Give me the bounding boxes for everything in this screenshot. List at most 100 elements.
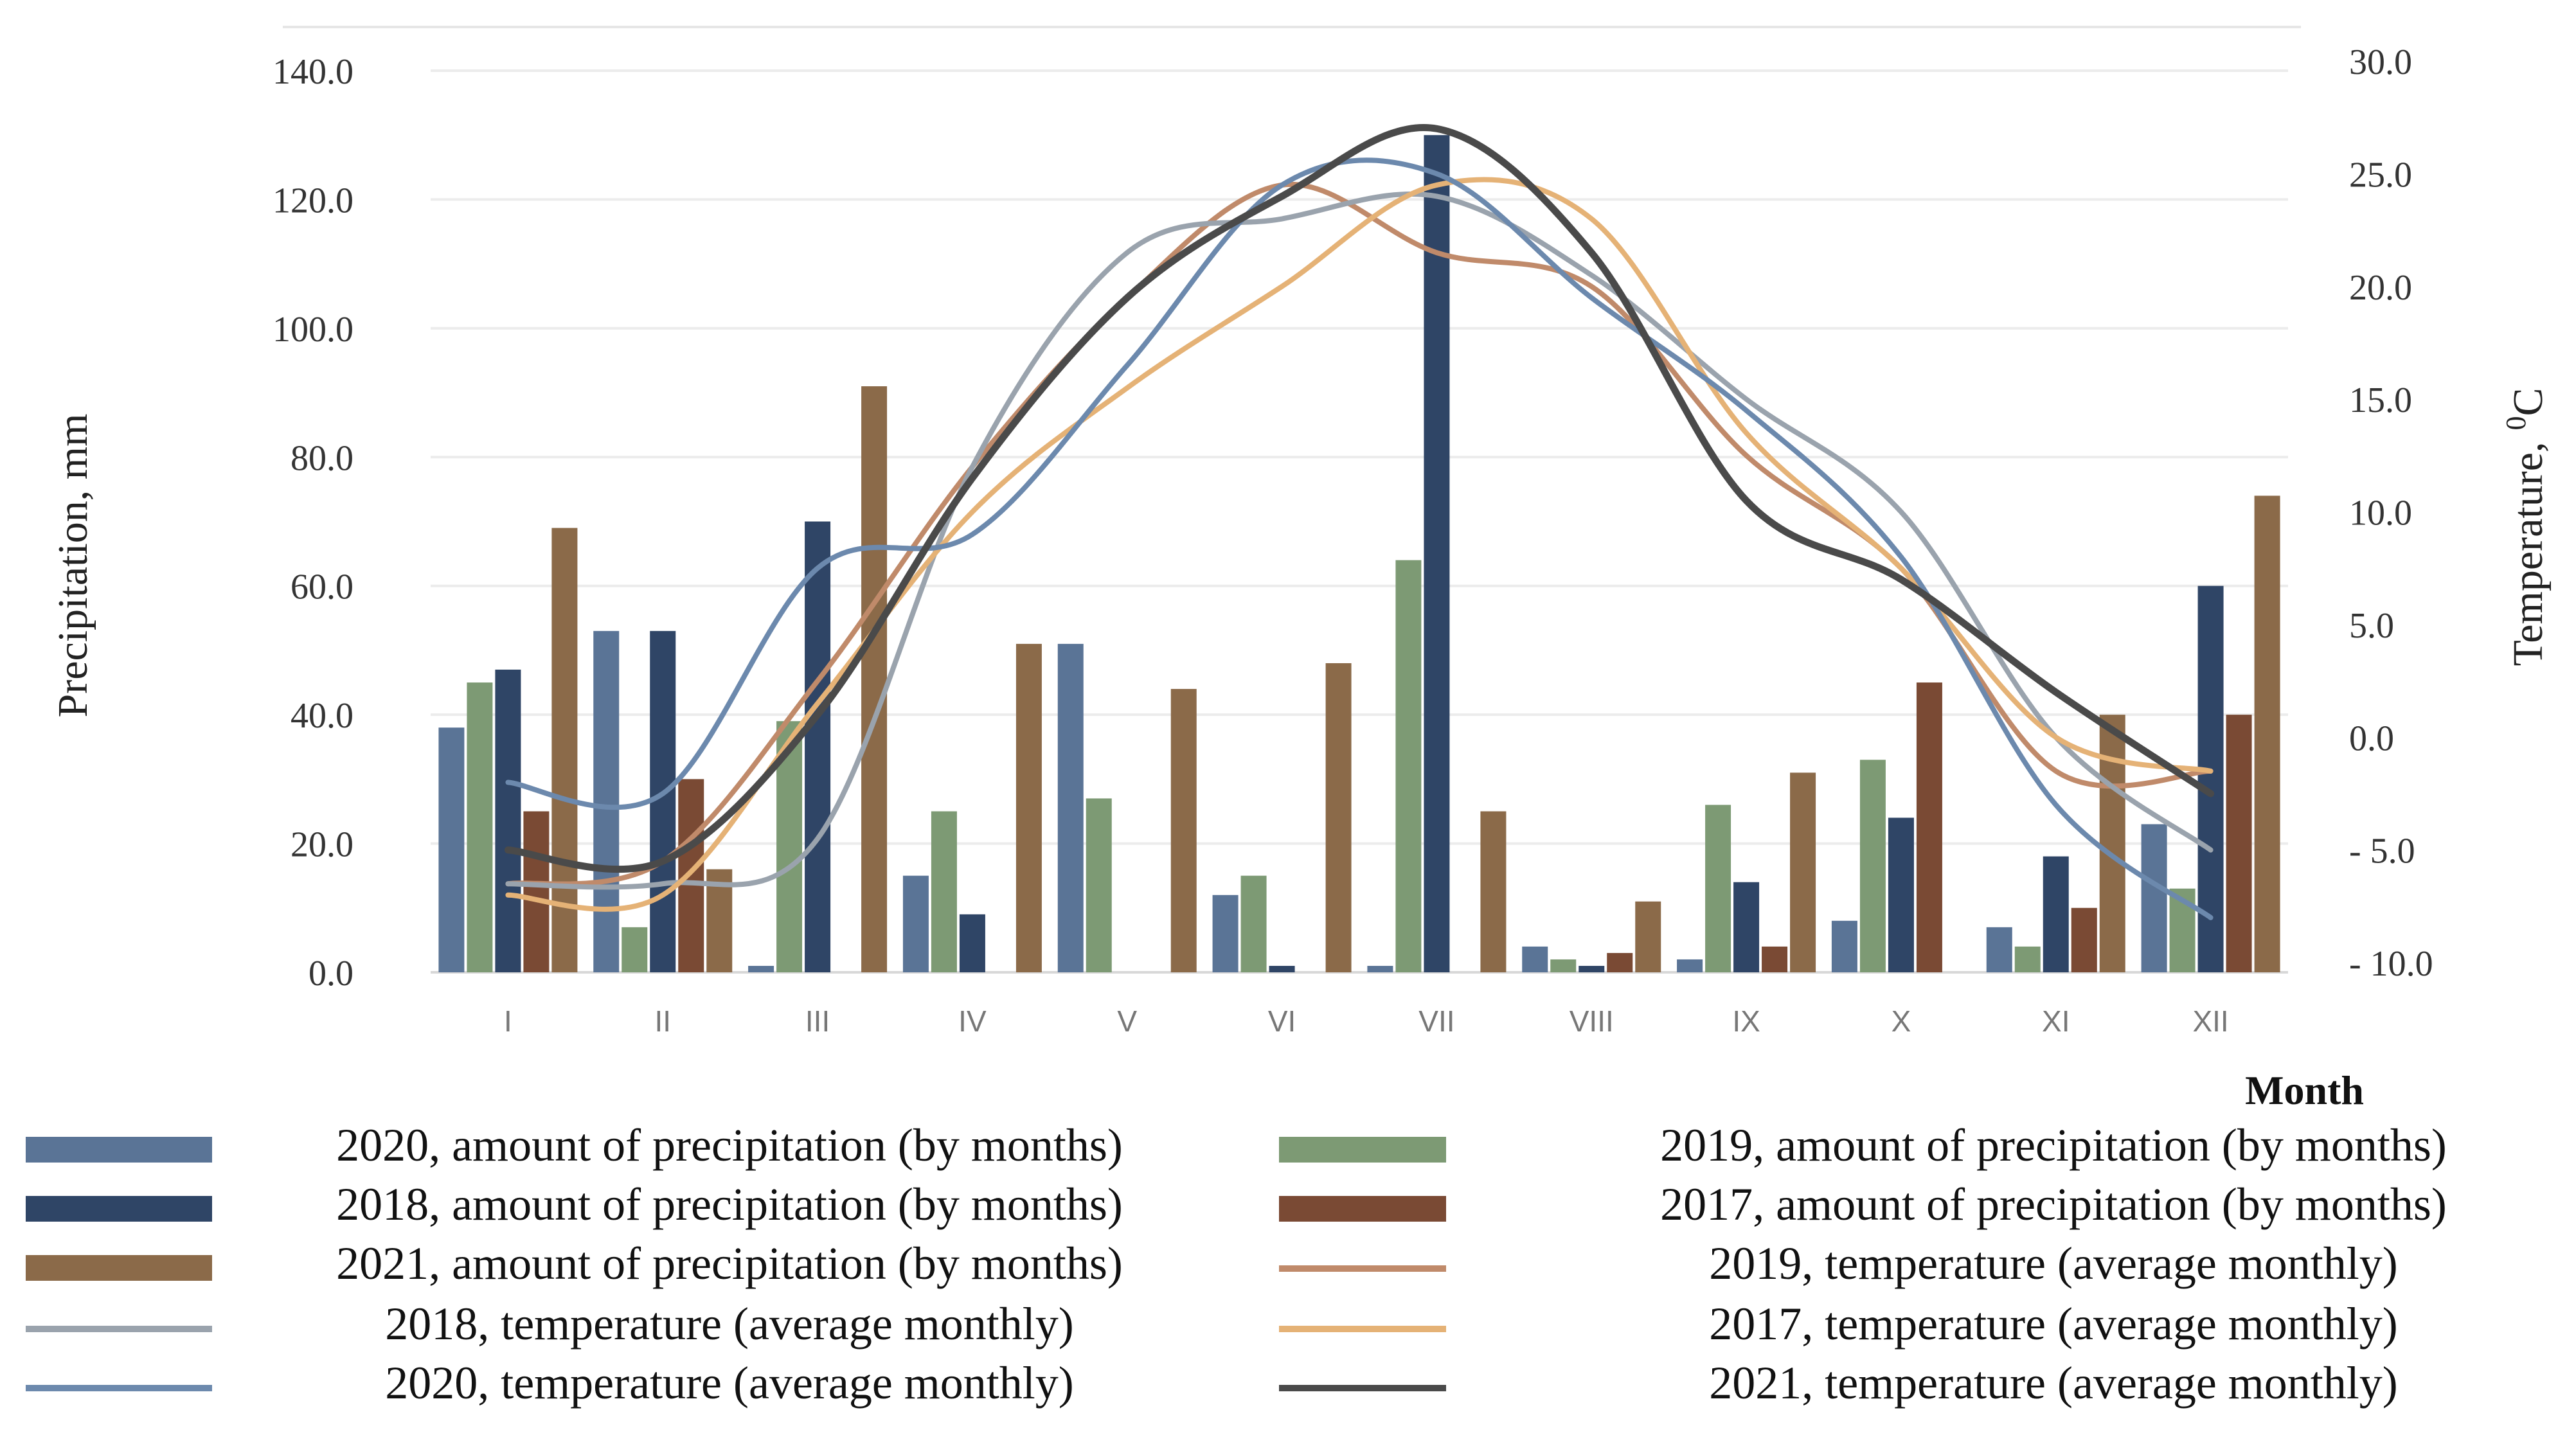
bar	[959, 914, 985, 972]
bar	[861, 386, 888, 972]
right-y-tick-label: 15.0	[2349, 380, 2412, 420]
legend-item: 2019, temperature (average monthly)	[0, 1233, 2576, 1292]
left-y-tick-label: 0.0	[309, 954, 353, 994]
legend-label: 2021, amount of precipitation (by months…	[336, 1238, 1123, 1289]
bar	[748, 965, 774, 972]
left-y-tick-label: 120.0	[273, 181, 353, 220]
legend-line-swatch	[1279, 1326, 1446, 1332]
temperature-line	[505, 192, 2214, 890]
right-y-ticks: - 10.0 - 5.0 0.0 5.0 10.0 15.0 20.0 25.0 30.0	[2349, 42, 2433, 984]
bar	[1015, 643, 1042, 972]
bar	[593, 630, 620, 972]
legend-label: 2018, amount of precipitation (by months…	[336, 1179, 1123, 1230]
bar	[1057, 643, 1084, 972]
bar	[467, 682, 493, 972]
right-y-tick-label: 25.0	[2349, 155, 2412, 195]
right-y-tick-label: 20.0	[2349, 268, 2412, 308]
bars	[438, 135, 2280, 973]
bar	[1170, 689, 1197, 972]
bar	[805, 521, 831, 972]
legend-line-swatch	[26, 1326, 212, 1332]
left-y-tick-label: 100.0	[273, 310, 353, 350]
bar	[1212, 895, 1239, 972]
bar	[1269, 965, 1295, 972]
bar	[2226, 715, 2252, 972]
x-tick-label: XII	[2192, 1004, 2228, 1038]
bar	[438, 727, 465, 972]
left-y-tick-label: 20.0	[291, 825, 353, 865]
x-tick-label: IV	[958, 1004, 987, 1038]
legend-item: 2019, amount of precipitation (by months…	[0, 1115, 2576, 1174]
x-tick-label: V	[1117, 1004, 1137, 1038]
bar	[1522, 946, 1548, 972]
x-tick-label: X	[1892, 1004, 1911, 1038]
bar	[2014, 946, 2041, 972]
x-tick-label: VIII	[1570, 1004, 1614, 1038]
x-tick-label: II	[654, 1004, 671, 1038]
legend: 2020, amount of precipitation (by months…	[0, 1115, 2576, 1436]
legend-label: 2018, temperature (average monthly)	[385, 1298, 1074, 1350]
legend-label: 2020, amount of precipitation (by months…	[336, 1119, 1123, 1171]
legend-item: 2017, temperature (average monthly)	[0, 1294, 2576, 1353]
bar	[1579, 965, 1605, 972]
left-y-tick-label: 60.0	[291, 567, 353, 607]
right-y-tick-label: 0.0	[2349, 718, 2394, 758]
temperature-lines	[504, 124, 2215, 920]
legend-bar-swatch	[1279, 1137, 1446, 1163]
bar	[1831, 920, 1857, 972]
bar	[1635, 901, 1661, 972]
bar	[2141, 824, 2167, 972]
bar	[1086, 798, 1112, 972]
bar	[1762, 946, 1788, 972]
left-axis-title: Precipitation, mm	[49, 414, 96, 718]
x-ticks: I II III IV V VI VII VIII IX X XI XII	[504, 1004, 2229, 1038]
bar	[1240, 875, 1267, 972]
legend-line-swatch	[1279, 1265, 1446, 1272]
bar	[1859, 760, 1886, 972]
x-tick-label: IX	[1732, 1004, 1760, 1038]
legend-bar-swatch	[26, 1196, 212, 1222]
temperature-line	[505, 177, 2214, 912]
bar	[622, 927, 648, 972]
left-y-ticks: 0.0 20.0 40.0 60.0 80.0 100.0 120.0 140.0	[273, 52, 353, 994]
bar	[1395, 560, 1422, 972]
temperature-line	[504, 124, 2215, 873]
gridlines	[431, 69, 2288, 974]
right-y-tick-label: 10.0	[2349, 494, 2412, 533]
x-tick-label: I	[504, 1004, 512, 1038]
bar	[1790, 772, 1816, 972]
bar	[678, 779, 704, 972]
bar	[2197, 585, 2224, 972]
x-tick-label: VI	[1268, 1004, 1296, 1038]
bar	[931, 811, 957, 972]
bar	[902, 875, 929, 972]
temperature-line	[505, 157, 2214, 920]
legend-label: 2017, amount of precipitation (by months…	[1660, 1179, 2447, 1230]
x-tick-label: III	[805, 1004, 830, 1038]
bar	[1367, 965, 1393, 972]
x-tick-label: VII	[1418, 1004, 1454, 1038]
legend-item: 2020, temperature (average monthly)	[0, 1353, 2576, 1412]
bar	[1986, 927, 2012, 972]
x-tick-label: XI	[2042, 1004, 2070, 1038]
bar	[1607, 952, 1633, 972]
right-axis-title: Temperature,0C	[2500, 388, 2552, 666]
legend-item: 2021, temperature (average monthly)	[0, 1353, 2576, 1412]
legend-item: 2018, temperature (average monthly)	[0, 1294, 2576, 1353]
bar	[1325, 663, 1352, 972]
bar	[1480, 811, 1507, 972]
bar	[1705, 805, 1731, 972]
bar	[2071, 907, 2097, 972]
right-y-tick-label: - 10.0	[2349, 944, 2433, 984]
legend-label: 2020, temperature (average monthly)	[385, 1357, 1074, 1409]
x-axis-title: Month	[2245, 1067, 2364, 1113]
legend-label: 2017, temperature (average monthly)	[1709, 1298, 2398, 1350]
left-y-tick-label: 80.0	[291, 438, 353, 478]
legend-bar-swatch	[26, 1137, 212, 1163]
bar	[523, 811, 550, 972]
bar	[2254, 495, 2280, 972]
legend-item: 2018, amount of precipitation (by months…	[0, 1174, 2576, 1233]
right-y-tick-label: 5.0	[2349, 606, 2394, 646]
legend-bar-swatch	[26, 1255, 212, 1281]
